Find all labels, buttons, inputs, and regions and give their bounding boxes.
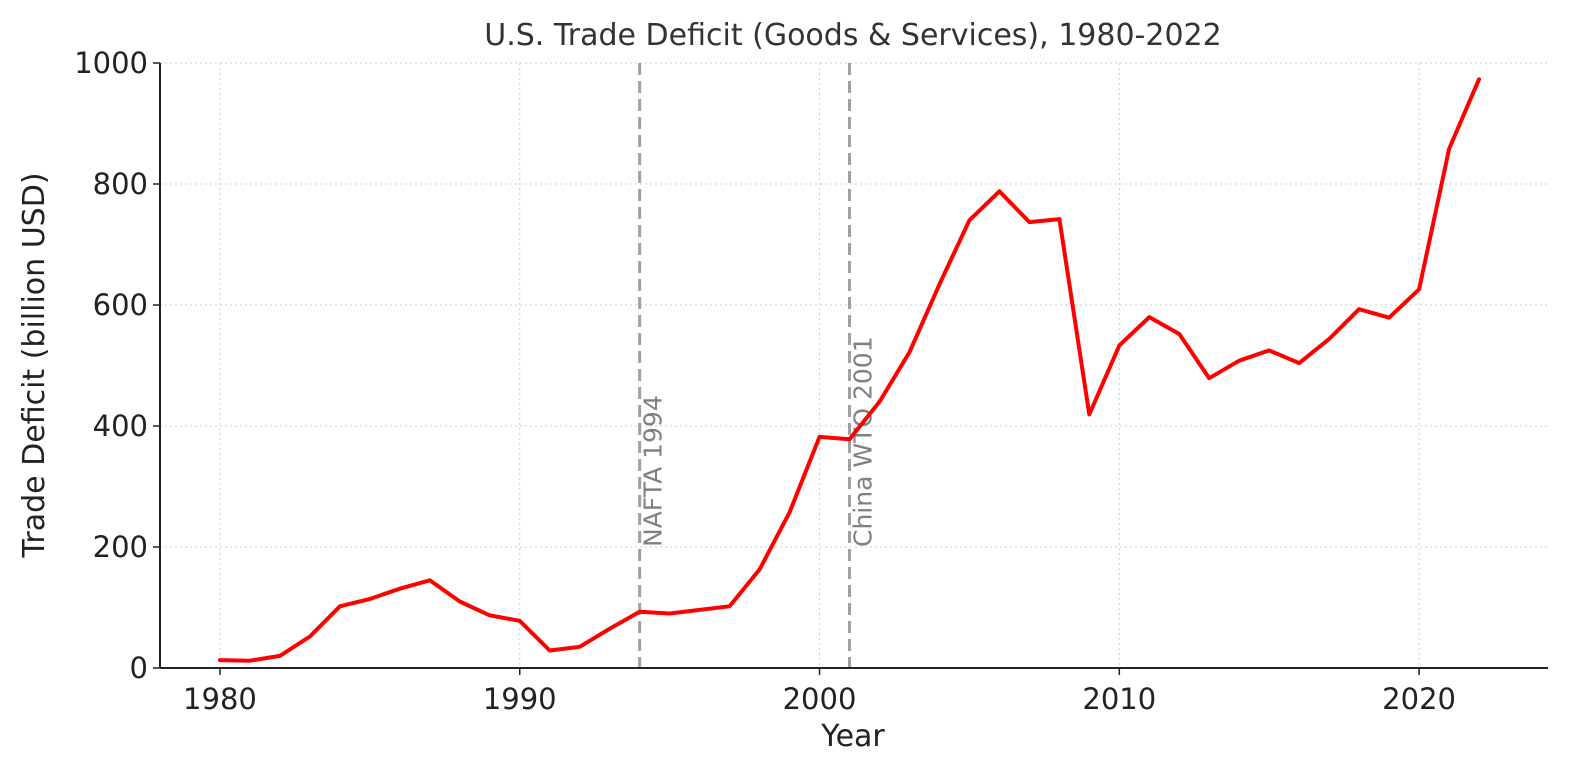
annotation-lines: NAFTA 1994 China WTO 2001 bbox=[639, 63, 878, 668]
y-tick-label: 0 bbox=[130, 651, 148, 685]
annotation-label: China WTO 2001 bbox=[849, 336, 878, 547]
y-tick-label: 200 bbox=[93, 530, 148, 564]
x-tick-label: 2020 bbox=[1382, 682, 1456, 716]
x-tick-label: 1990 bbox=[483, 682, 557, 716]
y-tick-label: 600 bbox=[93, 288, 148, 322]
x-axis-label: Year bbox=[820, 719, 885, 754]
tick-layer: 1980 1990 2000 2010 2020 0 200 400 600 800 1000 bbox=[74, 46, 1456, 716]
y-tick-label: 400 bbox=[93, 409, 148, 443]
x-tick-label: 1980 bbox=[183, 682, 257, 716]
y-axis-label: Trade Deficit (billion USD) bbox=[17, 172, 52, 558]
x-tick-label: 2010 bbox=[1082, 682, 1156, 716]
y-tick-label: 800 bbox=[93, 167, 148, 201]
chart-title: U.S. Trade Deficit (Goods & Services), 1… bbox=[484, 18, 1221, 53]
y-tick-label: 1000 bbox=[74, 46, 148, 80]
x-tick-label: 2000 bbox=[783, 682, 857, 716]
annotation-label: NAFTA 1994 bbox=[639, 395, 668, 547]
